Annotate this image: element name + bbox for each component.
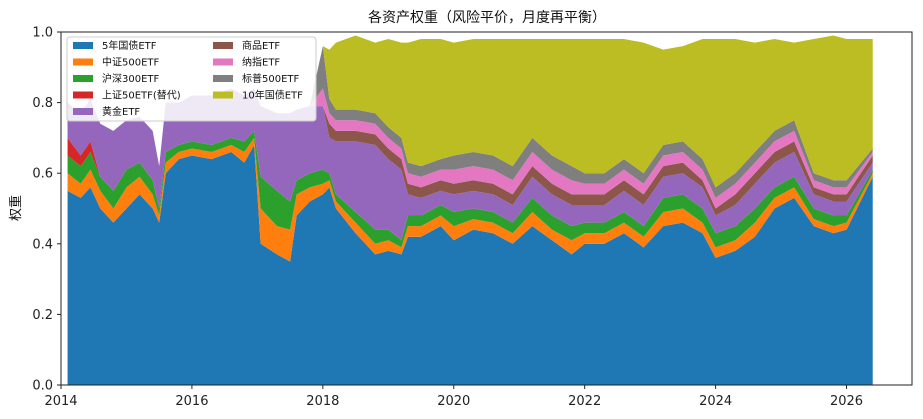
y-tick-label: 1.0 xyxy=(32,26,53,41)
legend-swatch xyxy=(73,58,93,66)
x-tick-label: 2014 xyxy=(44,394,77,409)
y-tick-label: 0.8 xyxy=(32,96,53,111)
x-tick-label: 2024 xyxy=(699,394,732,409)
legend-swatch xyxy=(73,42,93,49)
legend-label: 黄金ETF xyxy=(102,105,140,118)
legend-label: 10年国债ETF xyxy=(242,89,303,102)
y-axis: 0.0 0.2 0.4 0.6 0.8 1.0 xyxy=(32,26,61,394)
x-tick-label: 2016 xyxy=(175,394,208,409)
legend-label: 5年国债ETF xyxy=(102,39,157,52)
x-tick-label: 2018 xyxy=(306,394,339,409)
legend-label: 标普500ETF xyxy=(242,72,300,85)
legend-label: 上证50ETF(替代) xyxy=(102,89,181,102)
y-axis-label: 权重 xyxy=(8,195,24,221)
area-layers xyxy=(67,35,873,385)
legend-swatch xyxy=(213,75,233,82)
legend-box xyxy=(66,36,317,122)
area-series-8 xyxy=(67,35,873,188)
area-series-0 xyxy=(67,144,873,385)
x-tick-label: 2022 xyxy=(568,394,601,409)
x-tick-label: 2020 xyxy=(437,394,470,409)
chart-title: 各资产权重（风险平价，月度再平衡） xyxy=(368,10,606,26)
legend-swatch xyxy=(73,75,93,82)
legend-swatch xyxy=(73,108,93,115)
area-series-4 xyxy=(67,88,873,241)
y-tick-label: 0.0 xyxy=(32,379,53,394)
legend-swatch xyxy=(73,91,93,99)
x-axis: 2014 2016 2018 2020 2022 2024 2026 xyxy=(44,385,863,409)
x-tick-label: 2026 xyxy=(830,394,863,409)
legend-swatch xyxy=(213,58,233,66)
y-tick-label: 0.4 xyxy=(32,237,53,252)
y-tick-label: 0.2 xyxy=(32,308,53,323)
plot-frame xyxy=(60,31,913,386)
legend: 5年国债ETF 中证500ETF 沪深300ETF 上证50ETF(替代) 黄金ETF 商… xyxy=(66,36,317,122)
y-tick-label: 0.6 xyxy=(32,167,53,182)
legend-swatch xyxy=(213,42,233,49)
area-series-5 xyxy=(67,88,873,216)
legend-label: 中证500ETF xyxy=(102,56,160,69)
legend-label: 沪深300ETF xyxy=(102,72,160,85)
area-series-1 xyxy=(67,137,873,262)
legend-label: 纳指ETF xyxy=(242,56,280,69)
legend-swatch xyxy=(213,91,233,99)
legend-label: 商品ETF xyxy=(242,39,280,52)
